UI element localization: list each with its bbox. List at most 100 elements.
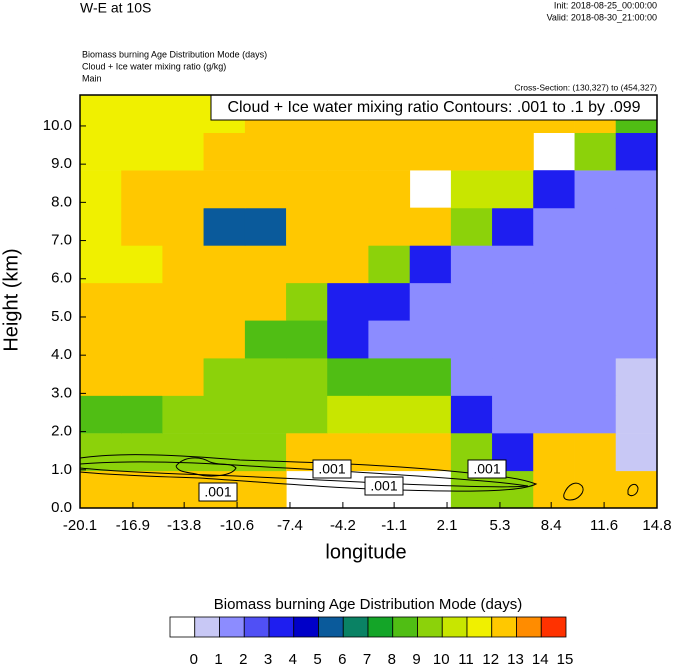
cell [450,132,493,171]
colorbar-box [417,616,443,638]
cell [244,433,287,472]
cross-section: Cross-Section: (130,327) to (454,327) [514,82,657,92]
x-tick-label: 8.4 [541,517,562,534]
contour-label: .001 [473,461,500,477]
cell [409,433,452,472]
cell [574,207,617,246]
cell [80,357,122,396]
colorbar-label: 9 [412,651,420,667]
cell [492,320,534,359]
cell [244,282,287,321]
y-tick-label: 9.0 [51,155,72,172]
cell [533,282,575,321]
colorbar-box [540,616,567,638]
contour-label: .001 [370,478,397,494]
cell [492,395,534,434]
colorbar-label: 6 [338,651,346,667]
y-tick-label: 10.0 [43,117,72,134]
cell [533,433,575,472]
cell [450,282,493,321]
cell [574,282,617,321]
cell [121,357,163,396]
cell [533,395,575,434]
cell [533,245,575,284]
cell [162,207,205,246]
colorbar-label: 3 [264,651,272,667]
colorbar-box [293,616,319,638]
x-tick-label: -1.1 [381,517,407,534]
colorbar-box [219,616,245,638]
contour-label: .001 [204,484,231,500]
contour-line [627,483,639,497]
contour-line [79,461,529,488]
cell [80,470,122,509]
cell [121,245,163,284]
axes: -20.1 -16.9 -13.8 -10.6 -7.4 -4.2 -1.1 2.1 5.3 8.… [43,117,672,667]
colorbar-box [441,616,468,638]
field-title: Biomass burning Age Distribution Mode (d… [82,49,267,59]
cell [492,170,534,209]
cell [327,357,369,396]
contour-line [563,482,584,501]
cell [615,207,658,246]
cell [574,470,617,509]
cell [533,207,575,246]
cell [368,357,411,396]
cell [80,320,122,359]
contour-title: Cloud + Ice water mixing ratio Contours:… [227,99,640,116]
cell [121,395,163,434]
cell [533,357,575,396]
cell [450,245,493,284]
contour-line [79,454,538,492]
y-tick-label: 8.0 [51,193,72,210]
cell [368,245,411,284]
contour-line [175,457,237,477]
contour-labels: .001 .001 .001 .001 [198,459,507,502]
field-title: Main [82,73,102,83]
contour-label-box [198,482,238,502]
cell [121,170,163,209]
colorbar-label: 10 [433,651,450,667]
chart-title: W-E at 10S [80,0,151,16]
cell [80,395,122,434]
colorbar-box [342,616,369,638]
cell [409,207,452,246]
cell [286,395,328,434]
cell [286,207,328,246]
cell [492,282,534,321]
cell [368,433,411,472]
cell [615,433,658,472]
cell [409,282,452,321]
y-tick-label: 4.0 [51,346,72,363]
cell [450,395,493,434]
cell [327,320,369,359]
colorbar-box [367,616,394,638]
init-time: Init: 2018-08-25_00:00:00 [554,0,657,10]
cell [121,132,163,171]
colorbar-label: 13 [507,651,524,667]
cell [327,170,369,209]
cell [162,132,205,171]
cell [574,245,617,284]
contour-label: .001 [318,461,345,477]
y-tick-label: 2.0 [51,423,72,440]
cell [409,245,452,284]
colorbar-box [466,616,493,638]
cell [80,282,122,321]
cell [203,245,246,284]
cell [327,132,369,171]
cell [286,245,328,284]
cell [615,282,658,321]
cell [162,282,205,321]
cell [121,94,163,133]
cell [327,207,369,246]
colorbar-label: 8 [388,651,396,667]
colorbar-label: 15 [557,651,574,667]
colorbar-label: 5 [313,651,321,667]
colorbar-label: 11 [458,651,474,667]
cell [162,357,205,396]
cell [244,245,287,284]
cell [121,282,163,321]
colorbar-box [392,616,418,638]
cell [450,207,493,246]
